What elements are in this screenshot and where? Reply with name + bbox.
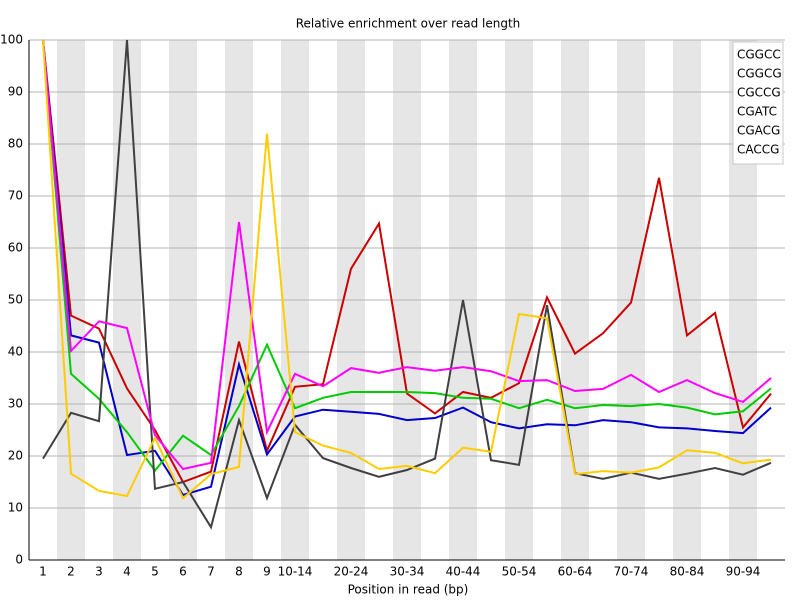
legend-entry: CGACG: [737, 124, 780, 138]
y-tick-label: 30: [8, 397, 23, 411]
x-tick-label: 1: [39, 565, 47, 579]
y-tick-label: 50: [8, 293, 23, 307]
y-tick-label: 80: [8, 137, 23, 151]
y-tick-label: 40: [8, 345, 23, 359]
x-tick-label: 90-94: [726, 565, 761, 579]
x-tick-label: 4: [123, 565, 131, 579]
x-tick-label: 60-64: [558, 565, 593, 579]
x-tick-label: 7: [207, 565, 215, 579]
x-tick-label: 40-44: [446, 565, 481, 579]
y-tick-label: 90: [8, 85, 23, 99]
x-tick-label: 70-74: [614, 565, 649, 579]
legend-entry: CGGCG: [737, 67, 782, 81]
y-tick-label: 70: [8, 189, 23, 203]
y-tick-label: 20: [8, 449, 23, 463]
y-tick-label: 0: [15, 553, 23, 567]
legend-entry: CGGCC: [737, 48, 781, 62]
x-tick-label: 50-54: [502, 565, 537, 579]
legend-entry: CGCCG: [737, 86, 781, 100]
x-tick-label: 6: [179, 565, 187, 579]
series-line: [42, 39, 772, 530]
series-line: [42, 39, 772, 471]
x-tick-label: 80-84: [670, 565, 705, 579]
legend-entry: CGATC: [737, 105, 777, 119]
x-tick-label: 5: [151, 565, 159, 579]
x-axis-label: Position in read (bp): [348, 583, 469, 597]
y-tick-label: 60: [8, 241, 23, 255]
legend-box: [732, 41, 784, 165]
x-tick-label: 3: [95, 565, 103, 579]
series-line: [42, 39, 772, 500]
x-tick-label: 20-24: [334, 565, 369, 579]
x-tick-label: 2: [67, 565, 75, 579]
legend-entry: CACCG: [737, 143, 779, 157]
chart-title: Relative enrichment over read length: [296, 17, 521, 31]
series-line: [42, 39, 772, 497]
x-tick-label: 8: [235, 565, 243, 579]
x-tick-label: 9: [263, 565, 271, 579]
x-tick-label: 10-14: [278, 565, 313, 579]
y-tick-label: 10: [8, 501, 23, 515]
x-tick-label: 30-34: [390, 565, 425, 579]
y-tick-label: 100: [0, 33, 23, 47]
